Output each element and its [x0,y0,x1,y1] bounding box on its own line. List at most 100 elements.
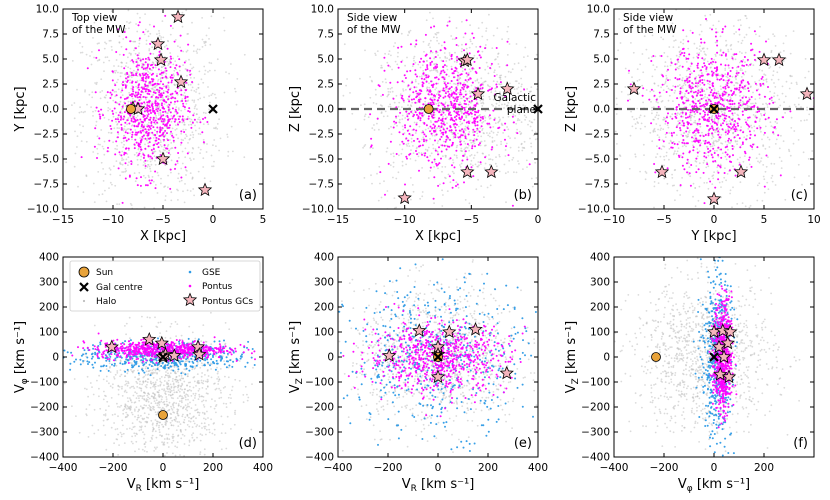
data-point [719,163,722,166]
data-point [749,137,751,140]
data-point [498,170,501,173]
data-point [142,74,145,77]
data-point [114,153,117,156]
data-point [155,48,158,51]
data-point [111,183,113,186]
data-point [50,98,52,100]
data-point [486,239,488,241]
data-point [450,94,453,97]
data-point [421,64,424,67]
data-point [437,125,440,128]
data-point [135,141,138,144]
data-point [706,60,709,63]
data-point [107,146,109,149]
data-point [492,131,495,134]
data-point [758,125,761,127]
data-point [711,117,713,120]
data-point [760,130,762,133]
data-point [395,94,398,97]
data-point [717,120,720,122]
data-point [189,63,192,66]
data-point [405,110,408,113]
data-point [765,80,768,83]
data-point [669,78,671,81]
data-point [460,105,463,108]
data-point [127,100,130,103]
data-point [427,44,430,46]
data-point [129,128,132,131]
data-point [448,93,451,96]
data-point [142,156,145,159]
data-point [225,71,227,73]
data-point [156,143,159,146]
data-point [342,94,345,97]
data-point [162,85,165,88]
data-point [137,68,139,71]
data-point [747,2,749,4]
data-point [644,170,647,173]
data-point [144,128,147,131]
data-point [689,109,692,111]
data-point [433,166,435,168]
data-point [486,186,489,189]
data-point [183,123,186,126]
data-point [191,147,194,149]
data-point [122,7,124,9]
data-point [543,98,545,100]
data-point [126,132,129,135]
data-point [181,98,184,100]
data-point [205,34,208,37]
data-point [127,117,130,119]
data-point [139,184,142,187]
data-point [691,114,693,117]
data-point [687,92,690,95]
data-point [806,109,808,111]
data-point [150,163,153,166]
data-point [711,120,714,123]
data-point [668,27,670,29]
data-point [191,176,194,179]
data-point [118,120,120,123]
data-point [692,149,695,152]
data-point [183,131,186,133]
data-point [497,53,499,55]
data-point [676,66,679,69]
data-point [432,83,435,86]
data-point [492,126,495,128]
data-point [125,62,128,64]
data-point [490,64,493,67]
data-point [450,55,453,58]
data-point [427,127,430,130]
data-point [516,128,518,131]
data-point [659,55,661,57]
data-point [698,162,701,165]
data-point [442,109,445,112]
data-point [463,108,466,111]
data-point [389,164,392,167]
data-point [119,111,122,114]
data-point [441,205,444,207]
data-point [431,51,434,54]
data-point [427,93,430,96]
data-point [182,94,185,97]
data-point [547,79,549,81]
data-point [74,130,76,133]
data-point [120,65,123,68]
data-point [456,55,459,58]
data-point [180,176,183,179]
data-point [153,63,155,65]
data-point [659,155,662,158]
data-point [170,159,173,162]
data-point [442,194,444,196]
data-point [657,101,659,104]
data-point [518,119,521,121]
data-point [158,89,161,92]
data-point [455,86,458,89]
data-point [589,199,591,201]
data-point [483,167,486,170]
data-point [574,77,576,79]
data-point [691,100,694,103]
data-point [159,80,162,83]
data-point [446,24,449,27]
data-point [769,66,772,68]
